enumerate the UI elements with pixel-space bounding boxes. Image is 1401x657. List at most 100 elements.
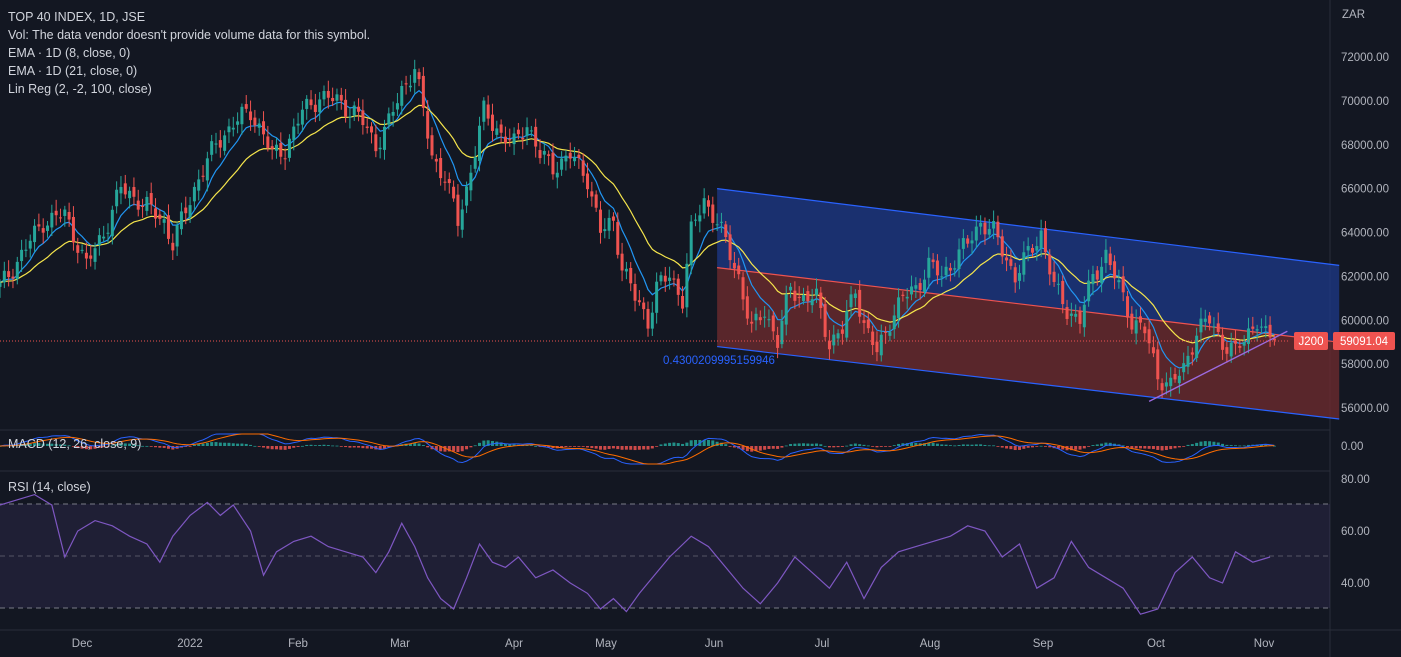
candle-body[interactable]	[84, 252, 88, 259]
candle-body[interactable]	[1065, 307, 1069, 319]
candle-body[interactable]	[948, 267, 952, 271]
candle-body[interactable]	[516, 129, 520, 135]
candle-body[interactable]	[1026, 246, 1030, 251]
candle-body[interactable]	[1173, 374, 1177, 380]
candle-body[interactable]	[387, 113, 391, 125]
candle-body[interactable]	[914, 285, 918, 289]
candle-body[interactable]	[586, 173, 590, 190]
candle-body[interactable]	[508, 139, 512, 141]
candle-body[interactable]	[482, 100, 486, 122]
candle-body[interactable]	[1238, 345, 1242, 348]
candle-body[interactable]	[473, 157, 477, 169]
candle-body[interactable]	[145, 196, 149, 211]
candle-body[interactable]	[119, 187, 123, 194]
candle-body[interactable]	[50, 212, 54, 228]
candle-body[interactable]	[879, 334, 883, 356]
candle-body[interactable]	[1169, 377, 1173, 387]
candle-body[interactable]	[884, 331, 888, 333]
candle-body[interactable]	[382, 126, 386, 150]
candle-body[interactable]	[1182, 363, 1186, 373]
candle-body[interactable]	[1255, 329, 1259, 331]
candle-body[interactable]	[67, 211, 71, 220]
candle-body[interactable]	[58, 217, 62, 219]
ema8-line[interactable]	[0, 89, 1275, 369]
candle-body[interactable]	[521, 137, 525, 140]
candle-body[interactable]	[1216, 323, 1220, 332]
macd-signal-line[interactable]	[0, 433, 1275, 465]
candle-body[interactable]	[832, 334, 836, 346]
candle-body[interactable]	[1130, 313, 1134, 330]
candle-body[interactable]	[166, 215, 170, 239]
candle-body[interactable]	[1190, 352, 1194, 355]
candle-body[interactable]	[7, 271, 11, 278]
candle-body[interactable]	[318, 99, 322, 113]
candle-body[interactable]	[490, 114, 494, 131]
price-axis[interactable]: 72000.00 70000.00 68000.00 66000.00 64000.00…	[1341, 52, 1389, 590]
candle-body[interactable]	[361, 110, 365, 126]
candle-body[interactable]	[620, 253, 624, 271]
candle-body[interactable]	[478, 125, 482, 161]
candle-body[interactable]	[102, 236, 106, 239]
candle-body[interactable]	[814, 288, 818, 296]
candle-body[interactable]	[417, 72, 421, 80]
candle-body[interactable]	[1108, 253, 1112, 266]
candle-body[interactable]	[227, 126, 231, 133]
candle-body[interactable]	[149, 193, 153, 205]
candle-body[interactable]	[892, 315, 896, 330]
candle-body[interactable]	[1208, 315, 1212, 324]
candle-body[interactable]	[339, 94, 343, 101]
candle-body[interactable]	[897, 297, 901, 319]
candle-body[interactable]	[961, 238, 965, 249]
rsi-pane[interactable]	[0, 493, 1271, 615]
candle-body[interactable]	[659, 275, 663, 282]
candle-body[interactable]	[745, 296, 749, 319]
candle-body[interactable]	[1035, 246, 1039, 251]
candle-body[interactable]	[344, 99, 348, 117]
candle-body[interactable]	[642, 302, 646, 310]
channel-middle-line[interactable]	[717, 267, 1340, 343]
ema8-label[interactable]: EMA · 1D (8, close, 0)	[8, 46, 131, 60]
candle-body[interactable]	[724, 224, 728, 238]
candle-body[interactable]	[866, 319, 870, 329]
candle-body[interactable]	[197, 179, 201, 191]
candle-body[interactable]	[694, 219, 698, 221]
candle-body[interactable]	[564, 155, 568, 162]
candle-body[interactable]	[1156, 349, 1160, 380]
candle-body[interactable]	[158, 214, 162, 219]
candle-body[interactable]	[335, 94, 339, 101]
candle-body[interactable]	[443, 181, 447, 183]
channel-upper-line[interactable]	[717, 188, 1340, 267]
candle-body[interactable]	[357, 106, 361, 112]
time-axis[interactable]: Dec 2022 Feb Mar Apr May Jun Jul Aug Sep Oct Nov	[72, 638, 1275, 650]
candle-body[interactable]	[957, 249, 961, 270]
candle-body[interactable]	[1242, 341, 1246, 346]
candle-body[interactable]	[603, 229, 607, 232]
candle-body[interactable]	[179, 211, 183, 230]
candle-body[interactable]	[447, 179, 451, 184]
candle-body[interactable]	[987, 229, 991, 235]
candle-body[interactable]	[862, 320, 866, 323]
candle-body[interactable]	[706, 200, 710, 207]
candle-body[interactable]	[495, 128, 499, 135]
candle-body[interactable]	[935, 260, 939, 276]
rsi-line[interactable]	[0, 493, 1271, 615]
candle-body[interactable]	[728, 234, 732, 261]
candle-body[interactable]	[637, 300, 641, 303]
candle-body[interactable]	[758, 317, 762, 321]
candle-body[interactable]	[1074, 313, 1078, 317]
candle-body[interactable]	[400, 86, 404, 106]
candle-body[interactable]	[763, 316, 767, 318]
candle-body[interactable]	[810, 299, 814, 306]
candle-body[interactable]	[616, 222, 620, 255]
candle-body[interactable]	[624, 268, 628, 272]
candle-body[interactable]	[836, 333, 840, 339]
candle-body[interactable]	[547, 154, 551, 156]
macd-label[interactable]: MACD (12, 26, close, 9)	[8, 437, 142, 451]
candle-body[interactable]	[33, 225, 37, 243]
candle-body[interactable]	[573, 157, 577, 162]
candle-body[interactable]	[244, 104, 248, 109]
candle-body[interactable]	[218, 140, 222, 148]
candle-body[interactable]	[162, 219, 166, 223]
candle-body[interactable]	[1078, 310, 1082, 324]
